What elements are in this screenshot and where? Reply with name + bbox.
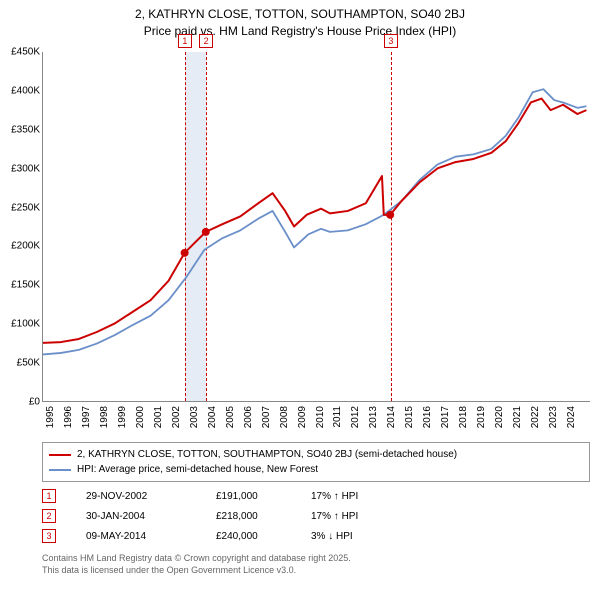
- x-tick-label: 1997: [81, 406, 92, 428]
- x-tick-label: 2018: [458, 406, 469, 428]
- footer-line2: This data is licensed under the Open Gov…: [42, 564, 351, 576]
- y-tick-label: £250K: [0, 202, 40, 213]
- x-tick-label: 2017: [440, 406, 451, 428]
- sales-marker-badge: 1: [42, 489, 56, 503]
- legend-swatch: [49, 469, 71, 471]
- x-tick-label: 2001: [153, 406, 164, 428]
- x-tick-label: 2016: [422, 406, 433, 428]
- sales-row: 3 09-MAY-2014£240,0003% ↓ HPI: [42, 526, 391, 546]
- chart-lines: [43, 52, 590, 401]
- footer-line1: Contains HM Land Registry data © Crown c…: [42, 552, 351, 564]
- x-tick-label: 2006: [243, 406, 254, 428]
- sale-dot: [386, 211, 394, 219]
- legend-label: 2, KATHRYN CLOSE, TOTTON, SOUTHAMPTON, S…: [77, 447, 457, 462]
- sales-row: 1 29-NOV-2002£191,00017% ↑ HPI: [42, 486, 391, 506]
- y-tick-label: £50K: [0, 358, 40, 369]
- chart-plot-area: 123: [42, 52, 590, 402]
- x-tick-label: 2005: [225, 406, 236, 428]
- x-tick-label: 2003: [189, 406, 200, 428]
- y-tick-label: £450K: [0, 47, 40, 58]
- sales-delta: 17% ↑ HPI: [311, 511, 391, 522]
- x-tick-label: 2009: [297, 406, 308, 428]
- x-tick-label: 2023: [548, 406, 559, 428]
- y-tick-label: £400K: [0, 85, 40, 96]
- x-tick-label: 2021: [512, 406, 523, 428]
- sales-marker-badge: 3: [42, 529, 56, 543]
- sales-delta: 3% ↓ HPI: [311, 531, 391, 542]
- title-block: 2, KATHRYN CLOSE, TOTTON, SOUTHAMPTON, S…: [0, 0, 600, 40]
- sales-table: 1 29-NOV-2002£191,00017% ↑ HPI 2 30-JAN-200…: [42, 486, 391, 546]
- x-tick-label: 2011: [332, 406, 343, 428]
- series-line-hpi: [43, 89, 586, 354]
- x-tick-label: 2022: [530, 406, 541, 428]
- sales-date: 29-NOV-2002: [86, 491, 216, 502]
- title-line2: Price paid vs. HM Land Registry's House …: [0, 23, 600, 40]
- sales-delta: 17% ↑ HPI: [311, 491, 391, 502]
- y-tick-label: £100K: [0, 319, 40, 330]
- legend-item-hpi: HPI: Average price, semi-detached house,…: [49, 462, 583, 477]
- x-tick-label: 2013: [368, 406, 379, 428]
- x-tick-label: 2002: [171, 406, 182, 428]
- title-line1: 2, KATHRYN CLOSE, TOTTON, SOUTHAMPTON, S…: [0, 6, 600, 23]
- sales-date: 09-MAY-2014: [86, 531, 216, 542]
- x-tick-label: 1996: [63, 406, 74, 428]
- x-tick-label: 1999: [117, 406, 128, 428]
- sales-price: £191,000: [216, 491, 311, 502]
- sales-date: 30-JAN-2004: [86, 511, 216, 522]
- marker-badge: 3: [384, 34, 398, 48]
- y-tick-label: £0: [0, 397, 40, 408]
- marker-badge: 1: [178, 34, 192, 48]
- sales-row: 2 30-JAN-2004£218,00017% ↑ HPI: [42, 506, 391, 526]
- x-tick-label: 2014: [386, 406, 397, 428]
- x-tick-label: 2007: [261, 406, 272, 428]
- sales-price: £218,000: [216, 511, 311, 522]
- y-tick-label: £350K: [0, 124, 40, 135]
- x-tick-label: 2019: [476, 406, 487, 428]
- legend: 2, KATHRYN CLOSE, TOTTON, SOUTHAMPTON, S…: [42, 442, 590, 482]
- series-line-property: [43, 99, 586, 343]
- x-tick-label: 2000: [135, 406, 146, 428]
- sales-marker-badge: 2: [42, 509, 56, 523]
- legend-item-property: 2, KATHRYN CLOSE, TOTTON, SOUTHAMPTON, S…: [49, 447, 583, 462]
- x-tick-label: 2024: [566, 406, 577, 428]
- sale-dot: [202, 228, 210, 236]
- y-tick-label: £200K: [0, 241, 40, 252]
- legend-swatch: [49, 454, 71, 456]
- x-tick-label: 2015: [404, 406, 415, 428]
- x-tick-label: 2008: [279, 406, 290, 428]
- x-tick-label: 1995: [45, 406, 56, 428]
- marker-badge: 2: [199, 34, 213, 48]
- x-tick-label: 2010: [315, 406, 326, 428]
- footer: Contains HM Land Registry data © Crown c…: [42, 552, 351, 576]
- x-tick-label: 1998: [99, 406, 110, 428]
- sale-dot: [181, 249, 189, 257]
- x-tick-label: 2020: [494, 406, 505, 428]
- y-tick-label: £300K: [0, 163, 40, 174]
- legend-label: HPI: Average price, semi-detached house,…: [77, 462, 318, 477]
- x-tick-label: 2004: [207, 406, 218, 428]
- y-tick-label: £150K: [0, 280, 40, 291]
- sales-price: £240,000: [216, 531, 311, 542]
- chart-container: 2, KATHRYN CLOSE, TOTTON, SOUTHAMPTON, S…: [0, 0, 600, 590]
- x-tick-label: 2012: [350, 406, 361, 428]
